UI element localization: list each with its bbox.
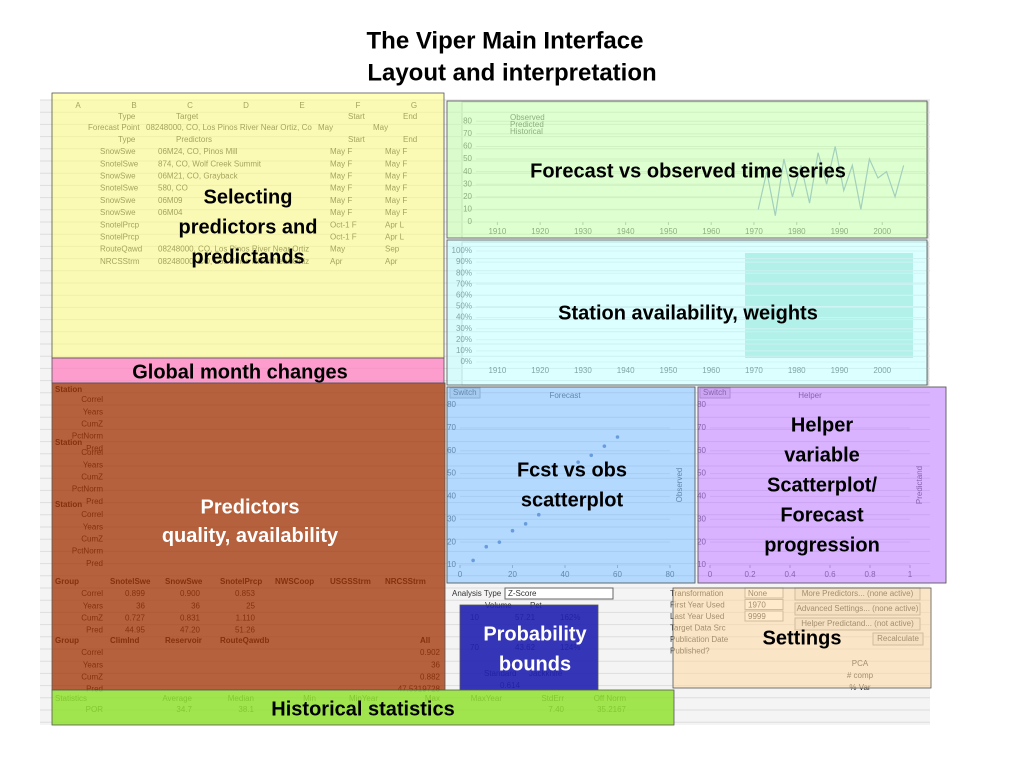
annotation-label: Station availability, weights [558,302,818,324]
dropdown-value[interactable]: Z-Score [508,589,537,598]
annotation-box [672,587,932,689]
subtitle: Layout and interpretation [367,59,656,86]
annotation-box [51,689,675,726]
annotation-box [697,386,947,584]
annotation-label: predictors and [179,216,318,238]
annotation-label: predictands [191,246,304,268]
annotation-label: scatterplot [521,489,624,511]
annotation-label: Helper [791,414,853,436]
annotation-label: bounds [499,653,571,675]
annotation-label: Global month changes [132,361,348,383]
annotation-label: Fcst vs obs [517,459,627,481]
dropdown[interactable] [504,587,614,600]
annotation-label: variable [784,444,860,466]
annotation-label: Settings [763,627,842,649]
annotation-label: Selecting [204,186,293,208]
annotation-box [446,100,928,239]
annotation-label: quality, availability [162,525,339,547]
annotation-box [51,357,445,384]
annotation-label: Predictors [201,496,300,518]
annotation-box [459,604,599,691]
annotation-box [51,382,446,691]
annotations: Selecting predictors and predictands Global… [51,92,947,726]
annotation-box [446,386,696,584]
annotation-label: progression [764,534,880,556]
annotation-label: Forecast [780,504,864,526]
annotation-box [446,239,928,386]
label: Analysis Type [452,589,502,598]
annotation-label: Forecast vs observed time series [530,160,846,182]
annotation-box [51,92,445,359]
title: The Viper Main Interface [367,27,644,54]
annotation-label: Probability [483,623,587,645]
annotation-label: Historical statistics [271,698,454,720]
annotation-label: Scatterplot/ [767,474,877,496]
